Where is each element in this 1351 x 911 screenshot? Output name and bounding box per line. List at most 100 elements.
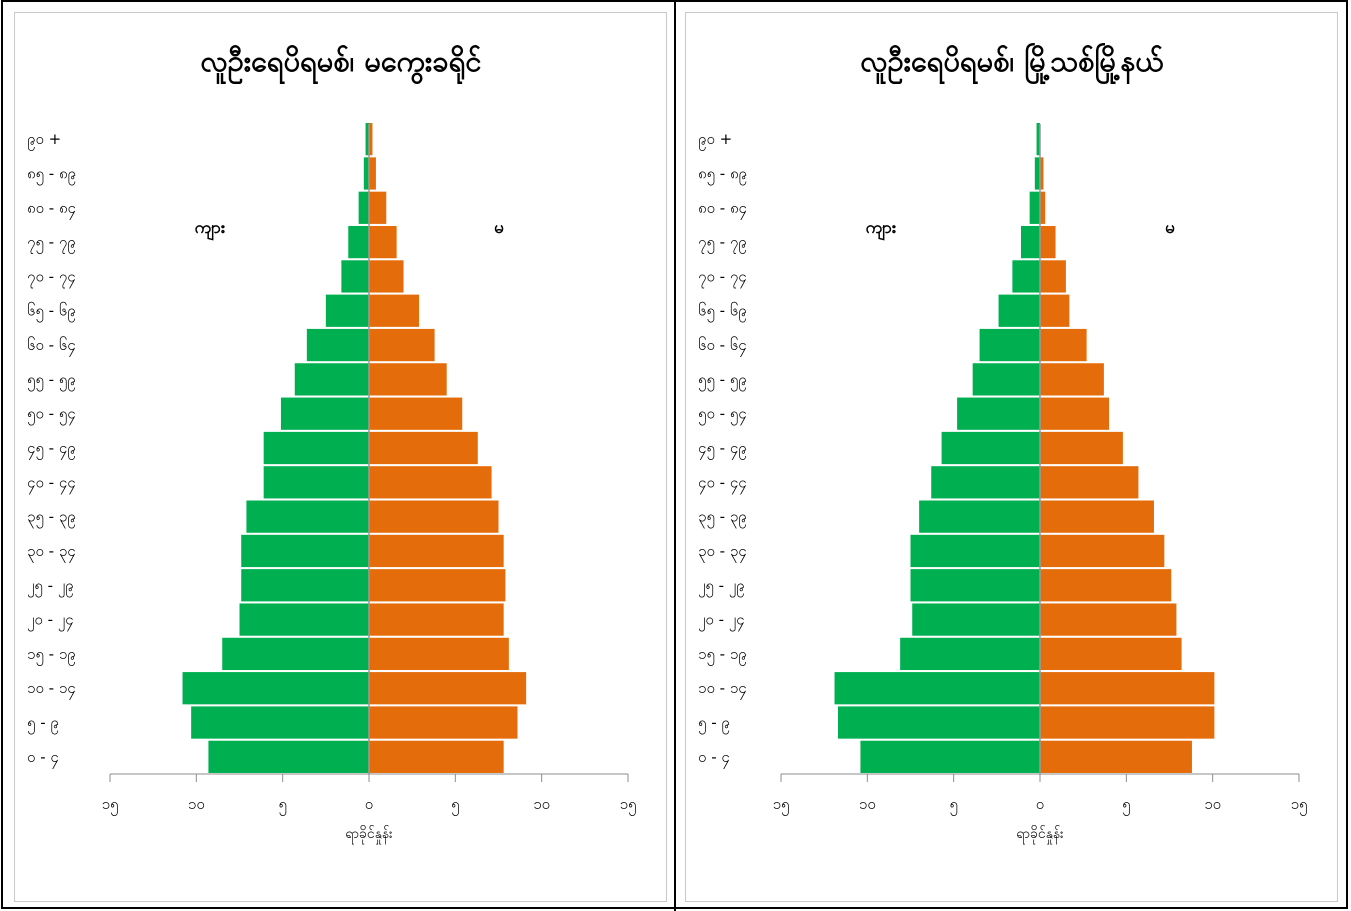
age-group-label: ၉၀ + (698, 130, 732, 151)
male-bar-14 (1012, 260, 1040, 293)
age-group-label: ၆၀ - ၆၄ (27, 336, 76, 357)
age-group-label: ၃၅ - ၃၉ (27, 508, 76, 529)
age-group-label: ၀ - ၄ (698, 748, 730, 769)
female-bar-9 (1040, 431, 1123, 465)
chart-title: လူဦးရေပိရမစ်၊ မကွေးခရိုင် (201, 44, 482, 85)
male-bar-8 (931, 466, 1040, 499)
male-bar-14 (341, 260, 369, 293)
male-bar-10 (957, 397, 1040, 430)
female-bar-15 (1040, 225, 1056, 259)
age-group-label: ၈၅ - ၈၉ (698, 164, 747, 185)
age-group-label: ၂၀ - ၂၄ (698, 611, 745, 632)
male-bar-18 (1036, 123, 1040, 156)
chart-svg: လူဦးရေပိရမစ်၊ မကွေးခရိုင်၀ - ၄ ၅ - ၉ ၁၀ - … (27, 44, 637, 844)
age-group-label: ၁၅ - ၁၉ (698, 645, 747, 666)
age-group-label: ၆၅ - ၆၉ (698, 302, 747, 323)
female-bar-12 (1040, 328, 1087, 362)
male-bar-18 (365, 123, 369, 156)
female-bar-13 (1040, 294, 1070, 327)
age-group-label: ၁၀ - ၁၄ (698, 679, 747, 700)
female-bar-6 (369, 534, 504, 568)
male-bar-12 (979, 328, 1040, 362)
male-bar-3 (900, 637, 1040, 671)
male-bar-17 (363, 157, 369, 190)
age-group-label: ၆၅ - ၆၉ (27, 302, 76, 323)
female-bar-10 (369, 397, 463, 430)
male-bar-7 (246, 500, 369, 533)
female-bar-16 (1040, 191, 1046, 224)
age-group-label: ၅၅ - ၅၉ (698, 370, 747, 391)
male-bar-9 (263, 431, 369, 465)
x-tick-label: ၅ (949, 795, 957, 816)
female-bar-2 (1040, 672, 1215, 705)
female-bar-15 (369, 225, 397, 259)
female-bar-4 (1040, 603, 1177, 636)
male-series-label: ကျား (195, 218, 226, 242)
male-bar-3 (222, 637, 369, 671)
x-tick-label: ၁၅ (620, 795, 637, 816)
female-series-label: မ (494, 218, 504, 238)
age-group-label: ၉၀ + (27, 130, 61, 151)
female-bar-1 (369, 706, 518, 739)
age-group-label: ၂၀ - ၂၄ (27, 611, 74, 632)
age-group-label: ၄၀ - ၄၄ (698, 473, 747, 494)
age-group-label: ၃၅ - ၃၉ (698, 508, 747, 529)
male-bar-1 (191, 706, 369, 739)
age-group-label: ၈၅ - ၈၉ (27, 164, 76, 185)
male-bar-2 (834, 672, 1040, 705)
age-group-label: ၅ - ၉ (27, 714, 59, 735)
female-bar-2 (369, 672, 527, 705)
female-bar-9 (369, 431, 478, 465)
male-bar-6 (910, 534, 1040, 568)
age-group-label: ၅၀ - ၅၄ (698, 405, 747, 426)
age-group-label: ၂၅ - ၂၉ (27, 576, 74, 597)
female-bar-16 (369, 191, 387, 224)
x-tick-label: ၅ (1122, 795, 1130, 816)
age-group-label: ၂၅ - ၂၉ (698, 576, 745, 597)
x-tick-label: ၁၀ (1204, 795, 1221, 813)
x-tick-label: ၀ (1036, 795, 1044, 813)
x-tick-label: ၅ (278, 795, 286, 816)
female-bar-8 (1040, 466, 1139, 499)
female-bar-11 (1040, 363, 1104, 396)
female-series-label: မ (1165, 218, 1175, 238)
male-bar-0 (860, 740, 1040, 773)
female-bar-4 (369, 603, 504, 636)
male-bar-10 (280, 397, 369, 430)
age-group-label: ၈၀ - ၈၄ (698, 199, 747, 220)
pyramid-chart-magway-district: လူဦးရေပိရမစ်၊ မကွေးခရိုင်၀ - ၄ ၅ - ၉ ၁၀ - … (14, 12, 667, 902)
female-bar-0 (369, 740, 504, 773)
male-bar-4 (239, 603, 369, 636)
female-bar-5 (369, 569, 506, 602)
x-tick-label: ၁၅ (1291, 795, 1308, 816)
age-group-label: ၁၀ - ၁၄ (27, 679, 76, 700)
chart-title: လူဦးရေပိရမစ်၊ မြို့သစ်မြို့နယ် (860, 43, 1163, 85)
male-bar-13 (998, 294, 1040, 327)
panel-divider (674, 0, 676, 911)
age-group-label: ၅၀ - ၅၄ (27, 405, 76, 426)
age-group-label: ၇၅ - ၇၉ (698, 233, 747, 254)
female-bar-13 (369, 294, 420, 327)
age-group-label: ၈၀ - ၈၄ (27, 199, 76, 220)
male-bar-13 (325, 294, 369, 327)
female-bar-7 (369, 500, 499, 533)
age-group-label: ၄၅ - ၄၉ (27, 439, 76, 460)
female-bar-11 (369, 363, 447, 396)
x-tick-label: ၁၅ (102, 795, 119, 816)
male-bar-5 (910, 569, 1040, 602)
female-bar-14 (1040, 260, 1066, 293)
x-tick-label: ၁၅ (773, 795, 790, 816)
age-group-label: ၄၅ - ၄၉ (698, 439, 747, 460)
x-tick-label: ၅ (451, 795, 459, 816)
x-tick-label: ၁၀ (533, 795, 550, 813)
pyramid-chart-myothit-township: လူဦးရေပိရမစ်၊ မြို့သစ်မြို့နယ်၀ - ၄ ၅ - ၉… (685, 12, 1338, 902)
age-group-label: ၃၀ - ၃၄ (698, 542, 747, 563)
female-bar-17 (369, 157, 376, 190)
age-group-label: ၇၀ - ၇၄ (27, 267, 76, 288)
female-bar-1 (1040, 706, 1215, 739)
male-bar-16 (358, 191, 369, 224)
male-bar-6 (241, 534, 369, 568)
age-group-label: ၃၀ - ၃၄ (27, 542, 76, 563)
chart-svg: လူဦးရေပိရမစ်၊ မြို့သစ်မြို့နယ်၀ - ၄ ၅ - ၉… (698, 43, 1308, 844)
x-axis-title: ရာခိုင်နှုန်း (345, 826, 393, 844)
